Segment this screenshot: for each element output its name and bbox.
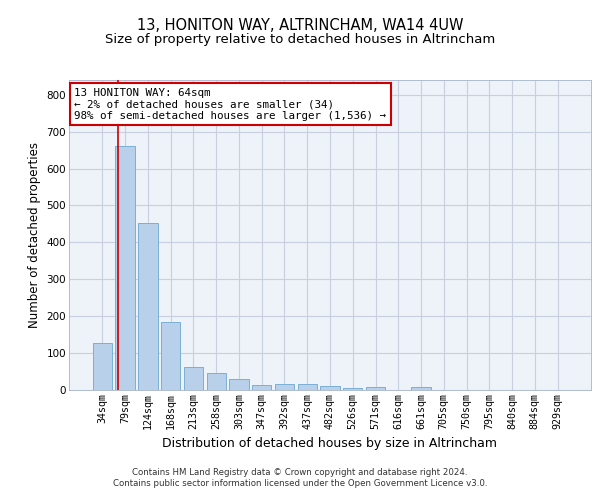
Text: Contains HM Land Registry data © Crown copyright and database right 2024.
Contai: Contains HM Land Registry data © Crown c… <box>113 468 487 487</box>
Bar <box>184 367 203 390</box>
Bar <box>161 322 181 390</box>
Bar <box>252 385 271 390</box>
Bar <box>366 387 385 390</box>
Bar <box>320 386 340 390</box>
Y-axis label: Number of detached properties: Number of detached properties <box>28 142 41 328</box>
Bar <box>229 379 248 390</box>
Bar <box>275 384 294 390</box>
Bar <box>412 387 431 390</box>
Bar <box>343 388 362 390</box>
Text: Size of property relative to detached houses in Altrincham: Size of property relative to detached ho… <box>105 32 495 46</box>
Text: 13, HONITON WAY, ALTRINCHAM, WA14 4UW: 13, HONITON WAY, ALTRINCHAM, WA14 4UW <box>137 18 463 32</box>
X-axis label: Distribution of detached houses by size in Altrincham: Distribution of detached houses by size … <box>163 437 497 450</box>
Bar <box>93 343 112 390</box>
Bar <box>206 372 226 390</box>
Bar <box>298 384 317 390</box>
Bar <box>138 223 158 390</box>
Text: 13 HONITON WAY: 64sqm
← 2% of detached houses are smaller (34)
98% of semi-detac: 13 HONITON WAY: 64sqm ← 2% of detached h… <box>74 88 386 121</box>
Bar <box>115 146 135 390</box>
